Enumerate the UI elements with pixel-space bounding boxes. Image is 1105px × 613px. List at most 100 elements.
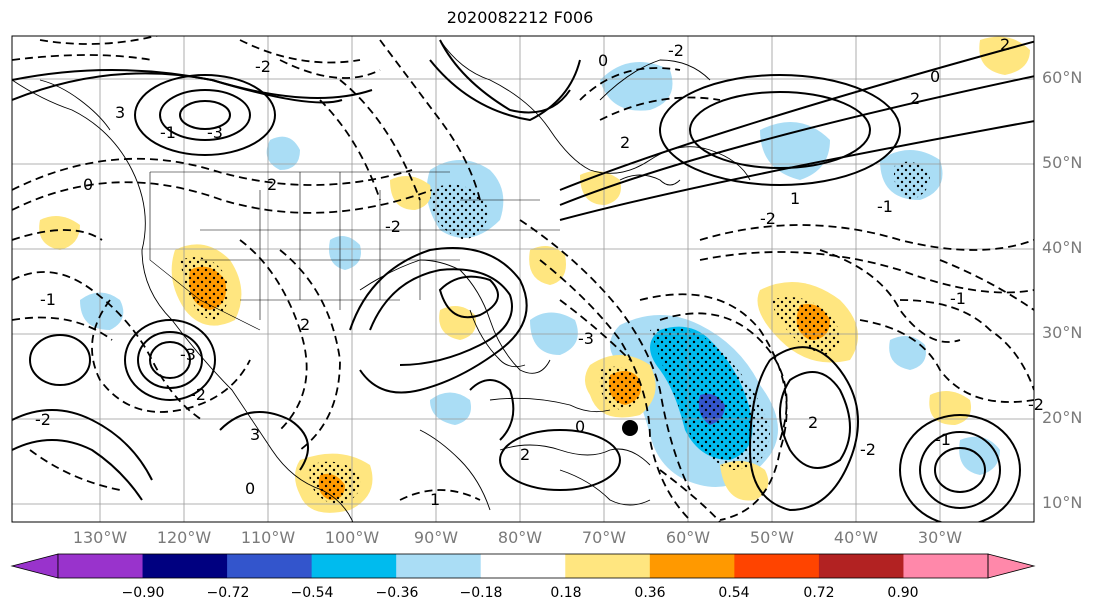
lat-label-10n: 10°N <box>1042 493 1083 512</box>
lon-label-90w: 90°W <box>413 528 459 547</box>
colorbar-segment <box>565 554 651 578</box>
contour-label: 2 <box>267 175 277 194</box>
lon-label-30w: 30°W <box>917 528 963 547</box>
pos-shade-area <box>580 171 621 205</box>
contour-label-group: 02-23-3-11-3-220-12-2-102-2-3-22-131-202… <box>35 35 1044 509</box>
neg-shade-area <box>266 136 300 170</box>
coastlines <box>12 39 751 522</box>
colorbar-tick-label: −0.72 <box>206 585 250 601</box>
lat-label-40n: 40°N <box>1042 238 1083 257</box>
contour-label: -1 <box>40 290 56 309</box>
contour-label: -2 <box>255 57 271 76</box>
colorbar-segment <box>818 554 904 578</box>
contour-label: -3 <box>578 329 594 348</box>
contour-label: 0 <box>83 175 93 194</box>
contour-label: 2 <box>910 89 920 108</box>
colorbar-segment <box>649 554 735 578</box>
pos-shade-area <box>39 216 80 250</box>
contour-label: 3 <box>250 425 260 444</box>
contour-label: 2 <box>808 413 818 432</box>
contour-label: 2 <box>520 445 530 464</box>
pos-shade-area <box>529 246 566 285</box>
graticule <box>12 36 1034 522</box>
lon-label-60w: 60°W <box>665 528 711 547</box>
contour-label: -2 <box>35 410 51 429</box>
contour-label: 1 <box>790 189 800 208</box>
stipple-area <box>180 257 229 320</box>
lat-label-20n: 20°N <box>1042 408 1083 427</box>
colorbar-segment <box>903 554 989 578</box>
lon-label-80w: 80°W <box>497 528 543 547</box>
stipple-area <box>770 297 840 355</box>
colorbar-tick-label: 0.36 <box>634 585 666 601</box>
colorbar-segment <box>396 554 482 578</box>
lon-label-70w: 70°W <box>581 528 627 547</box>
colorbar-tick-label: −0.36 <box>375 585 419 601</box>
colorbar-tick-label: 0.18 <box>550 585 582 601</box>
neg-shade-area <box>329 236 361 270</box>
lon-label-50w: 50°W <box>749 528 795 547</box>
lon-label-40w: 40°W <box>833 528 879 547</box>
colorbar <box>10 553 1036 579</box>
contour-label: -2 <box>1028 395 1044 414</box>
contour-label: 0 <box>575 417 585 436</box>
colorbar-low-extend <box>10 553 59 579</box>
lon-label-130w: 130°W <box>72 528 128 547</box>
contour-label: -1 <box>160 123 176 142</box>
contour-label: -2 <box>760 209 776 228</box>
contour-label: 3 <box>115 103 125 122</box>
figure-title: 2020082212 F006 <box>446 8 594 27</box>
contour-label: -2 <box>190 385 206 404</box>
lon-label-120w: 120°W <box>156 528 212 547</box>
contour-label: 0 <box>598 51 608 70</box>
colorbar-segment <box>734 554 820 578</box>
contour-label: -1 <box>935 430 951 449</box>
lon-label-110w: 110°W <box>240 528 296 547</box>
colorbar-tick-label: −0.18 <box>459 585 503 601</box>
storm-center-marker <box>622 420 638 436</box>
dashed-contours <box>12 36 1034 522</box>
colorbar-frame <box>57 553 989 579</box>
map-frame <box>11 35 1035 523</box>
colorbar-tick-label: −0.54 <box>290 585 334 601</box>
contour-label: 0 <box>245 479 255 498</box>
stipple-area <box>309 461 361 505</box>
colorbar-segment <box>480 554 566 578</box>
colorbar-segment <box>58 554 144 578</box>
pos-shade-area <box>390 176 431 210</box>
pos-shade-area <box>439 306 476 340</box>
contour-label: -3 <box>180 345 196 364</box>
stipple-area <box>430 184 488 240</box>
contour-label: -2 <box>385 217 401 236</box>
pos-shade-area <box>720 461 769 501</box>
contour-label: 2 <box>1000 35 1010 54</box>
colorbar-tick-label: 0.54 <box>718 585 750 601</box>
lat-label-30n: 30°N <box>1042 323 1083 342</box>
lat-label-60n: 60°N <box>1042 68 1083 87</box>
lon-label-100w: 100°W <box>324 528 380 547</box>
stipple-area <box>894 161 930 200</box>
neg-shade-area <box>430 392 471 425</box>
colorbar-segment <box>311 554 397 578</box>
neg-shade-area <box>889 336 926 370</box>
contour-label: -2 <box>668 41 684 60</box>
stipple-area <box>599 366 641 410</box>
contour-label: 1 <box>430 490 440 509</box>
colorbar-tick-label: 0.90 <box>887 585 919 601</box>
contour-label: 2 <box>620 133 630 152</box>
contour-label: 0 <box>930 67 940 86</box>
contour-label: -1 <box>877 197 893 216</box>
colorbar-segment <box>227 554 313 578</box>
colorbar-tick-label: 0.72 <box>803 585 835 601</box>
colorbar-tick-label: −0.90 <box>121 585 165 601</box>
colorbar-segment <box>142 554 228 578</box>
contour-label: 2 <box>300 315 310 334</box>
lat-label-50n: 50°N <box>1042 153 1083 172</box>
stipple-area <box>650 327 770 470</box>
contour-label: -1 <box>950 289 966 308</box>
solid-contours <box>12 39 1034 522</box>
contour-label: -3 <box>207 123 223 142</box>
political-borders <box>149 171 560 331</box>
contour-label: -2 <box>860 440 876 459</box>
